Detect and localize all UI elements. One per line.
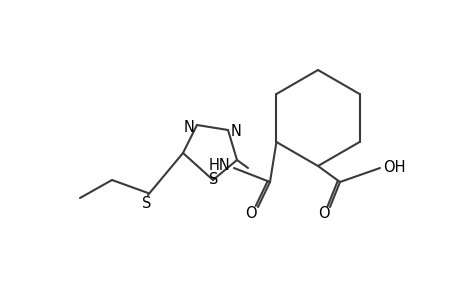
Text: HN: HN bbox=[209, 158, 230, 172]
Text: OH: OH bbox=[382, 160, 404, 175]
Text: S: S bbox=[142, 196, 151, 211]
Text: N: N bbox=[183, 119, 194, 134]
Text: N: N bbox=[230, 124, 241, 140]
Text: O: O bbox=[318, 206, 329, 221]
Text: S: S bbox=[209, 172, 218, 187]
Text: O: O bbox=[245, 206, 256, 220]
